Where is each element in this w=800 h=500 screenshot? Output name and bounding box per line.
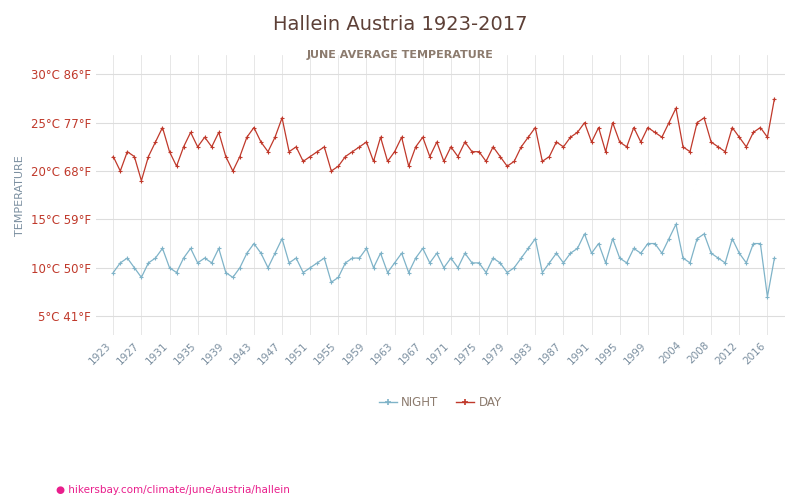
Text: Hallein Austria 1923-2017: Hallein Austria 1923-2017: [273, 15, 527, 34]
Text: JUNE AVERAGE TEMPERATURE: JUNE AVERAGE TEMPERATURE: [306, 50, 494, 60]
Legend: NIGHT, DAY: NIGHT, DAY: [374, 391, 506, 413]
Text: ● hikersbay.com/climate/june/austria/hallein: ● hikersbay.com/climate/june/austria/hal…: [56, 485, 290, 495]
Y-axis label: TEMPERATURE: TEMPERATURE: [15, 155, 25, 236]
